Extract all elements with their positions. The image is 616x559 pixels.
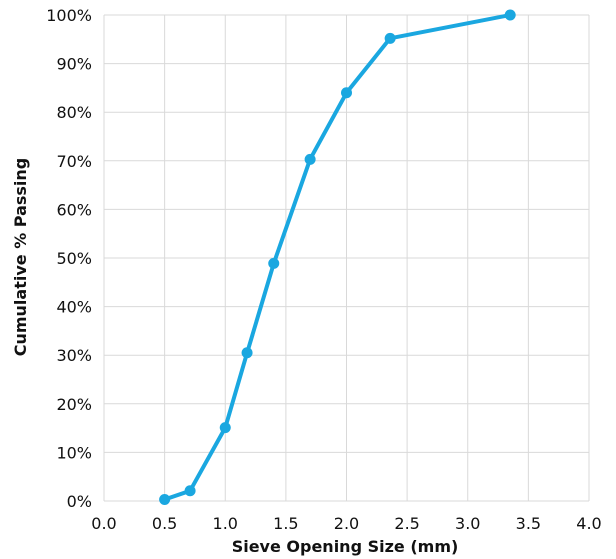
x-tick-label: 0.5 bbox=[152, 514, 177, 533]
grid bbox=[103, 14, 590, 502]
x-tick-label: 3.5 bbox=[516, 514, 541, 533]
y-tick-label: 70% bbox=[56, 152, 92, 171]
y-tick-label: 50% bbox=[56, 249, 92, 268]
x-tick-label: 0.0 bbox=[91, 514, 116, 533]
x-tick-label: 3.0 bbox=[455, 514, 480, 533]
data-point bbox=[159, 494, 171, 506]
y-tick-label: 60% bbox=[56, 200, 92, 219]
x-tick-label: 1.0 bbox=[213, 514, 238, 533]
x-tick-label: 2.5 bbox=[394, 514, 419, 533]
y-tick-label: 90% bbox=[56, 55, 92, 74]
data-point bbox=[304, 153, 316, 165]
data-point bbox=[184, 485, 196, 497]
y-tick-label: 0% bbox=[67, 492, 92, 511]
data-point bbox=[241, 347, 253, 359]
x-axis-title: Sieve Opening Size (mm) bbox=[232, 537, 459, 556]
data-point bbox=[504, 9, 516, 21]
data-point bbox=[219, 422, 231, 434]
series-line bbox=[162, 13, 513, 502]
y-axis-ticks: 0% 10% 20% 30% 40% 50% 60% 70% 80% 90% 100% bbox=[46, 6, 92, 511]
y-axis-title: Cumulative % Passing bbox=[11, 158, 30, 357]
x-tick-label: 2.0 bbox=[334, 514, 359, 533]
y-tick-label: 10% bbox=[56, 443, 92, 462]
y-tick-label: 20% bbox=[56, 395, 92, 414]
x-axis-ticks: 0.0 0.5 1.0 1.5 2.0 2.5 3.0 3.5 4.0 bbox=[91, 514, 601, 533]
y-tick-label: 40% bbox=[56, 298, 92, 317]
data-point bbox=[341, 87, 352, 99]
x-tick-label: 4.0 bbox=[576, 514, 601, 533]
data-point bbox=[384, 32, 396, 44]
y-tick-label: 30% bbox=[56, 346, 92, 365]
y-tick-label: 100% bbox=[46, 6, 92, 25]
data-point bbox=[268, 257, 280, 269]
y-tick-label: 80% bbox=[56, 103, 92, 122]
data-series bbox=[159, 9, 516, 506]
x-tick-label: 1.5 bbox=[273, 514, 298, 533]
